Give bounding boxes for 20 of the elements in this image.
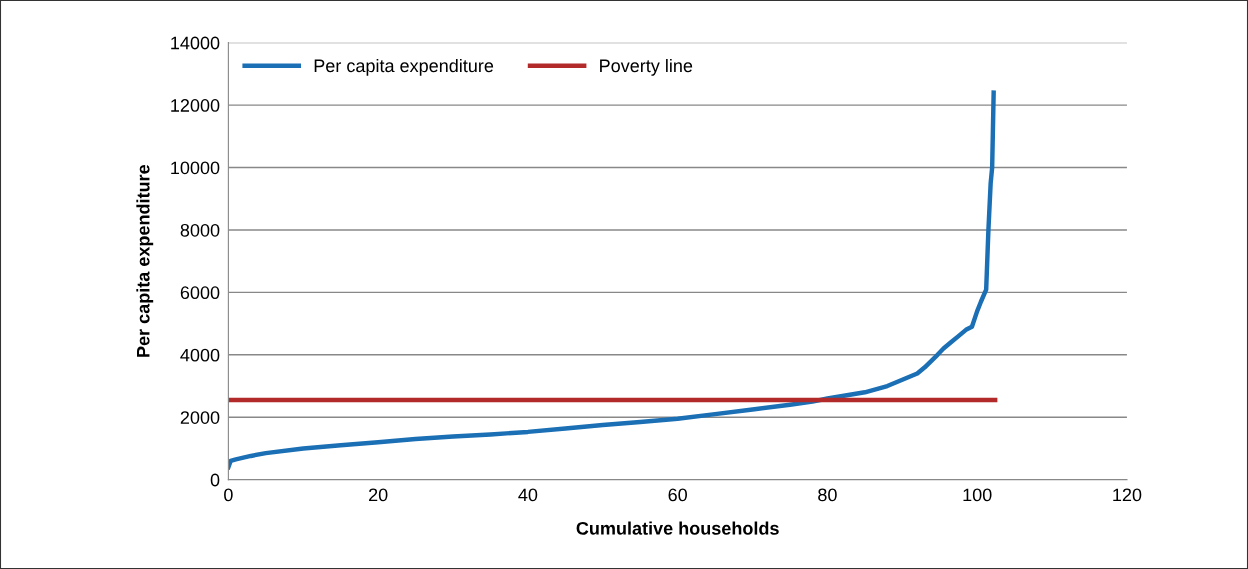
y-tick-label: 6000 (180, 286, 220, 300)
x-tick-label: 100 (963, 488, 992, 502)
x-axis-title: Cumulative households (576, 521, 779, 535)
x-tick-label: 20 (369, 488, 388, 502)
y-tick-label: 2000 (180, 411, 220, 424)
legend-label: Per capita expenditure (314, 58, 494, 76)
y-tick-label: 12000 (171, 99, 220, 112)
x-tick-label: 120 (1113, 488, 1142, 502)
y-tick-label: 4000 (180, 348, 220, 362)
x-tick-label: 60 (668, 488, 687, 502)
x-tick-label: 0 (224, 488, 233, 502)
legend-label: Poverty line (600, 58, 693, 76)
x-tick-label: 80 (818, 488, 837, 502)
x-tick-label: 40 (518, 488, 538, 502)
y-tick-label: 8000 (180, 223, 220, 237)
line-series (228, 90, 996, 470)
y-tick-label: 14000 (171, 36, 220, 50)
y-axis-title: Per capita expenditure (136, 164, 154, 357)
y-tick-label: 0 (210, 473, 220, 487)
y-tick-label: 10000 (171, 161, 220, 175)
